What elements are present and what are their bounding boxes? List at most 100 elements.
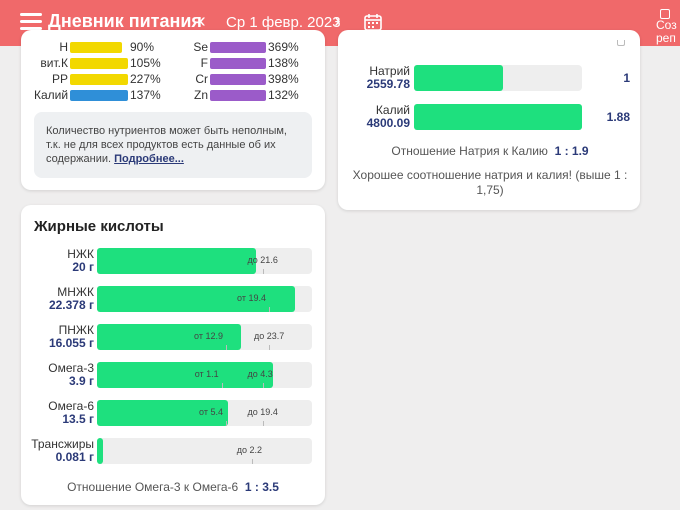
- threshold-label: до 19.4: [247, 407, 278, 417]
- mineral-row: F 138%: [188, 56, 318, 70]
- threshold-label: до 23.7: [254, 331, 285, 341]
- mineral-bar: [210, 42, 266, 53]
- sodium-potassium-ratio: Отношение Натрия к Калию 1 : 1.9: [350, 144, 630, 158]
- threshold-tick: [269, 307, 270, 312]
- fatty-acid-label: Омега-3 3.9 г: [24, 362, 94, 388]
- vitamin-name: Калий: [34, 88, 69, 102]
- fatty-acid-name: Омега-3: [48, 361, 94, 375]
- mineral-name: Zn: [193, 88, 208, 102]
- threshold-label: до 2.2: [236, 445, 263, 455]
- threshold-label: от 19.4: [237, 293, 266, 303]
- calendar-icon[interactable]: [363, 12, 383, 32]
- sodium-potassium-comment: Хорошее соотношение натрия и калия! (выш…: [352, 168, 628, 197]
- sodium-ratio-label: Отношение Натрия к Калию: [391, 144, 548, 158]
- omega-ratio: Отношение Омега-3 к Омега-6 1 : 3.5: [34, 480, 312, 494]
- mineral-row: Se 369%: [188, 40, 318, 54]
- mineral-bar-track: [414, 65, 582, 91]
- card-corner-icon: [617, 40, 625, 46]
- fatty-acid-bar-track: от 1.1 до 4.3: [97, 362, 312, 388]
- mineral-bar-fill: [414, 65, 504, 91]
- threshold-tick: [251, 459, 253, 464]
- vitamin-name: вит.К: [40, 56, 68, 70]
- fatty-acid-bar-track: от 19.4: [97, 286, 312, 312]
- prev-day-button[interactable]: ‹: [199, 10, 206, 33]
- vitamin-name: PP: [51, 72, 68, 86]
- threshold-tick: [262, 421, 264, 426]
- fatty-acid-bar-fill: [97, 248, 257, 274]
- threshold-tick: [269, 345, 270, 350]
- threshold-label: от 12.9: [194, 331, 223, 341]
- threshold-label: до 4.3: [247, 369, 273, 379]
- fatty-acid-name: НЖК: [67, 247, 94, 261]
- sodium-ratio-value: 1 : 1.9: [554, 144, 589, 158]
- vitamin-bar: [70, 58, 128, 69]
- edit-icon: [660, 9, 670, 19]
- fatty-acids-title: Жирные кислоты: [34, 218, 164, 235]
- omega-ratio-value: 1 : 3.5: [244, 480, 279, 494]
- vitamin-bar: [70, 42, 123, 53]
- fatty-acid-label: ПНЖК 16.055 г: [24, 324, 94, 350]
- next-day-button[interactable]: ›: [334, 10, 341, 33]
- fatty-acid-value: 0.081 г: [55, 450, 94, 464]
- fatty-acid-label: Трансжиры 0.081 г: [24, 438, 94, 464]
- mineral-percent: 369%: [268, 40, 299, 54]
- fatty-acid-bar-track: до 2.2: [97, 438, 312, 464]
- app-title: Дневник питания: [48, 11, 202, 31]
- mineral-percent: 132%: [268, 88, 299, 102]
- fatty-acid-value: 16.055 г: [48, 336, 94, 350]
- fatty-acid-bar-fill: [97, 400, 229, 426]
- vitamin-bar: [70, 74, 128, 85]
- create-recipe-button[interactable]: Соз реп: [656, 9, 680, 45]
- chevron-right-icon: ›: [334, 10, 341, 32]
- create-label-2: реп: [656, 31, 676, 45]
- vitamin-percent: 227%: [130, 72, 161, 86]
- fatty-acid-name: ПНЖК: [58, 323, 94, 337]
- vitamin-bar: [70, 90, 128, 101]
- chevron-left-icon: ‹: [199, 10, 206, 32]
- mineral-value: 2559.78: [366, 77, 410, 91]
- fatty-acid-bar-track: от 12.9 до 23.7: [97, 324, 312, 350]
- fatty-acid-label: МНЖК 22.378 г: [24, 286, 94, 312]
- mineral-ratio-value: 1.88: [606, 110, 630, 124]
- threshold-tick: [221, 383, 223, 388]
- mineral-label: Калий 4800.09: [348, 104, 410, 130]
- fatty-acid-name: Трансжиры: [31, 437, 94, 451]
- fatty-acid-value: 13.5 г: [62, 412, 94, 426]
- fatty-acid-label: Омега-6 13.5 г: [24, 400, 94, 426]
- fatty-acid-value: 20 г: [72, 260, 94, 274]
- mineral-name: F: [200, 56, 208, 70]
- mineral-bar-track: [414, 104, 582, 130]
- fatty-acid-bar-fill: [97, 286, 295, 312]
- fatty-acid-value: 22.378 г: [48, 298, 94, 312]
- mineral-ratio-value: 1: [623, 71, 630, 85]
- menu-icon[interactable]: [20, 13, 42, 31]
- note-text: Количество нутриентов может быть неполны…: [46, 125, 287, 165]
- fatty-acid-name: МНЖК: [57, 285, 94, 299]
- current-date[interactable]: Ср 1 февр. 2023: [226, 14, 341, 31]
- threshold-label: до 21.6: [247, 255, 278, 265]
- threshold-tick: [262, 269, 264, 274]
- vitamin-percent: 105%: [130, 56, 161, 70]
- fatty-acid-bar-fill: [97, 362, 274, 388]
- threshold-tick: [226, 421, 227, 426]
- more-link[interactable]: Подробнее...: [114, 153, 184, 165]
- create-label-1: Соз: [656, 18, 677, 32]
- threshold-tick: [226, 345, 227, 350]
- mineral-bar: [210, 90, 266, 101]
- vitamin-row: PP 227%: [34, 72, 174, 86]
- mineral-name: Натрий: [369, 64, 410, 78]
- mineral-name: Калий: [375, 103, 410, 117]
- mineral-percent: 138%: [268, 56, 299, 70]
- omega-ratio-label: Отношение Омега-3 к Омега-6: [67, 480, 239, 494]
- mineral-row: Zn 132%: [188, 88, 318, 102]
- mineral-bar-fill: [414, 104, 582, 130]
- nutrient-note: Количество нутриентов может быть неполны…: [34, 112, 312, 178]
- threshold-label: от 5.4: [199, 407, 223, 417]
- vitamin-percent: 90%: [130, 40, 155, 54]
- fatty-acid-bar-track: от 5.4 до 19.4: [97, 400, 312, 426]
- vitamin-name: Н: [59, 40, 68, 54]
- mineral-bar: [210, 74, 266, 85]
- fatty-acid-name: Омега-6: [48, 399, 94, 413]
- vitamin-row: вит.К 105%: [34, 56, 174, 70]
- vitamin-percent: 137%: [130, 88, 161, 102]
